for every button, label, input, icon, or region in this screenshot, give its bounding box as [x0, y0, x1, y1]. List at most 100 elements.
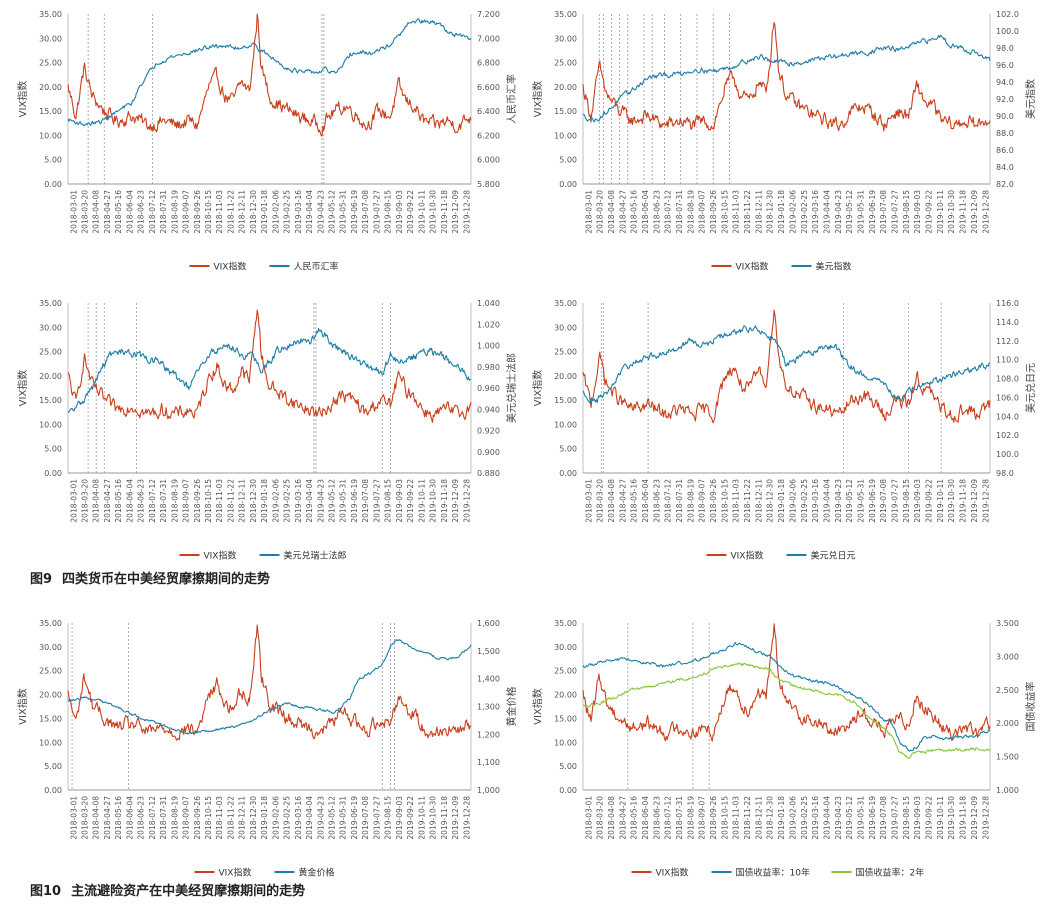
x-tick-label: 2018-09-07 — [182, 190, 191, 234]
x-tick-label: 2018-08-19 — [686, 190, 695, 234]
chart-dollar-index: 0.00 5.00 10.00 15.00 20.00 25.00 30.00 35.00 82… — [531, 10, 1037, 271]
x-tick-label: 2018-05-16 — [630, 190, 639, 234]
x-tick-label: 2018-08-19 — [170, 796, 179, 840]
x-tick-label: 2019-12-28 — [981, 190, 990, 234]
legend-label: VIX指数 — [219, 867, 252, 879]
x-tick-label: 2019-10-30 — [947, 479, 956, 523]
x-tick-label: 2019-11-18 — [440, 190, 449, 234]
x-tick-label: 2019-09-03 — [913, 190, 922, 234]
y-tick-label: 20.00 — [554, 372, 577, 381]
x-tick-label: 2019-09-03 — [913, 796, 922, 840]
x-tick-label: 2019-03-16 — [811, 479, 820, 523]
x-tick-label: 2019-07-27 — [891, 479, 900, 523]
x-tick-label: 2019-09-03 — [395, 796, 404, 840]
x-tick-label: 2019-10-30 — [947, 796, 956, 840]
x-tick-label: 2018-05-16 — [114, 796, 123, 840]
x-tick-label: 2019-11-18 — [440, 796, 449, 840]
y2-tick-label: 0.920 — [477, 427, 500, 436]
x-tick-label: 2019-07-08 — [361, 190, 370, 234]
y2-tick-label: 98.0 — [996, 469, 1014, 478]
legend-label: 国债收益率：10年 — [736, 867, 810, 879]
x-tick-label: 2018-06-04 — [641, 796, 650, 840]
y-tick-label: 35.00 — [554, 299, 577, 308]
y-tick-label: 5.00 — [559, 445, 577, 454]
legend-label: 美元指数 — [816, 261, 852, 271]
x-tick-label: 2018-09-26 — [709, 190, 718, 234]
y2-tick-label: 1.000 — [996, 786, 1019, 795]
legend-label: VIX指数 — [204, 550, 237, 561]
y2-tick-label: 0.880 — [477, 469, 500, 478]
x-tick-label: 2018-09-07 — [182, 479, 191, 523]
y-tick-label: 15.00 — [39, 714, 62, 723]
x-tick-label: 2018-11-22 — [743, 190, 752, 234]
x-tick-label: 2019-09-03 — [395, 479, 404, 523]
x-tick-label: 2019-04-23 — [316, 190, 325, 234]
x-tick-label: 2018-09-07 — [698, 796, 707, 840]
x-tick-label: 2018-12-30 — [766, 190, 775, 234]
x-tick-label: 2019-06-19 — [868, 190, 877, 234]
x-tick-label: 2018-10-15 — [720, 796, 729, 840]
y2-axis-title: 国债收益率 — [1024, 682, 1037, 732]
x-tick-label: 2018-04-27 — [618, 479, 627, 523]
x-tick-label: 2018-11-22 — [226, 479, 235, 523]
x-tick-label: 2019-10-11 — [417, 479, 426, 523]
x-tick-label: 2019-04-04 — [305, 190, 314, 234]
x-tick-label: 2018-06-23 — [137, 479, 146, 523]
x-tick-label: 2018-09-26 — [193, 190, 202, 234]
y2-tick-label: 100.0 — [996, 450, 1019, 459]
x-tick-label: 2018-07-12 — [148, 190, 157, 234]
x-tick-label: 2018-12-30 — [249, 479, 258, 523]
series-line-0 — [582, 309, 991, 424]
x-tick-label: 2019-08-15 — [384, 796, 393, 840]
y-tick-label: 5.00 — [559, 762, 577, 771]
y2-tick-label: 0.900 — [477, 448, 500, 457]
series-line-1 — [582, 641, 991, 752]
x-tick-label: 2019-05-31 — [339, 190, 348, 234]
x-tick-label: 2018-03-20 — [80, 796, 89, 840]
y2-tick-label: 7.200 — [477, 10, 500, 19]
y-tick-label: 35.00 — [554, 619, 577, 628]
x-tick-label: 2018-09-26 — [709, 796, 718, 840]
x-tick-label: 2018-07-12 — [664, 796, 673, 840]
y2-tick-label: 1.020 — [477, 320, 500, 329]
x-tick-label: 2018-11-03 — [215, 479, 224, 523]
x-tick-label: 2018-11-03 — [215, 190, 224, 234]
y2-tick-label: 1.000 — [477, 342, 500, 351]
x-tick-label: 2018-10-15 — [720, 190, 729, 234]
chart-treasury-yield: 0.00 5.00 10.00 15.00 20.00 25.00 30.00 35.00 1.… — [531, 619, 1037, 879]
y-tick-label: 10.00 — [554, 420, 577, 429]
x-tick-label: 2019-05-31 — [339, 796, 348, 840]
x-tick-label: 2018-09-07 — [698, 479, 707, 523]
series-line-1 — [67, 18, 472, 127]
x-tick-label: 2019-07-27 — [891, 796, 900, 840]
x-tick-label: 2019-07-27 — [372, 796, 381, 840]
figure-10-title: 主流避险资产在中美经贸摩擦期间的走势 — [71, 884, 306, 899]
x-tick-label: 2018-07-31 — [675, 479, 684, 523]
x-tick-label: 2019-08-15 — [384, 190, 393, 234]
x-tick-label: 2018-06-04 — [641, 190, 650, 234]
x-tick-label: 2018-05-16 — [114, 190, 123, 234]
x-tick-label: 2018-06-23 — [652, 796, 661, 840]
x-tick-label: 2019-07-08 — [361, 796, 370, 840]
x-tick-label: 2019-02-06 — [271, 479, 280, 523]
series-line-2 — [582, 662, 991, 759]
y-tick-label: 30.00 — [554, 323, 577, 332]
x-tick-label: 2018-10-15 — [204, 479, 213, 523]
legend-label: 黄金价格 — [299, 867, 335, 879]
y2-tick-label: 1,500 — [477, 647, 500, 656]
x-tick-label: 2019-06-19 — [868, 479, 877, 523]
y-tick-label: 0.00 — [559, 469, 577, 478]
x-tick-label: 2018-11-22 — [743, 479, 752, 523]
series-line-0 — [582, 623, 991, 742]
x-tick-label: 2019-02-25 — [800, 479, 809, 523]
y-axis-title: VIX指数 — [531, 370, 544, 407]
legend-label: VIX指数 — [214, 261, 247, 271]
x-tick-label: 2018-11-22 — [226, 796, 235, 840]
y2-tick-label: 6.000 — [477, 156, 500, 165]
x-tick-label: 2018-04-08 — [92, 190, 101, 234]
y-axis-title: VIX指数 — [16, 688, 29, 725]
series-line-1 — [67, 639, 472, 735]
y-tick-label: 10.00 — [554, 131, 577, 140]
x-tick-label: 2018-08-19 — [170, 479, 179, 523]
y-tick-label: 25.00 — [39, 667, 62, 676]
